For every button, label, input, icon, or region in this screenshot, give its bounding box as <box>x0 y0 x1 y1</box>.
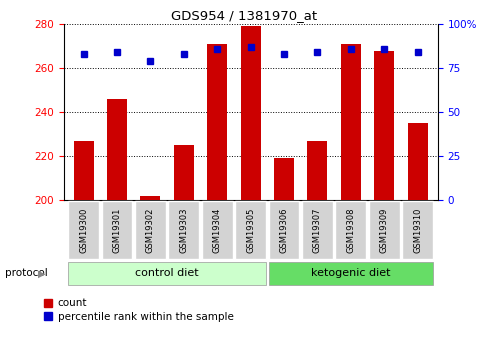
Bar <box>307 141 327 200</box>
FancyBboxPatch shape <box>135 201 165 259</box>
Bar <box>273 158 293 200</box>
Text: GSM19308: GSM19308 <box>346 208 355 253</box>
Text: protocol: protocol <box>5 268 47 278</box>
Text: GSM19303: GSM19303 <box>179 208 188 253</box>
Bar <box>140 196 160 200</box>
FancyBboxPatch shape <box>102 201 132 259</box>
Text: ketogenic diet: ketogenic diet <box>310 268 390 278</box>
Text: GSM19300: GSM19300 <box>79 208 88 253</box>
Text: GSM19305: GSM19305 <box>245 208 255 253</box>
Text: GSM19307: GSM19307 <box>312 208 321 253</box>
Bar <box>240 26 260 200</box>
FancyBboxPatch shape <box>202 201 232 259</box>
Bar <box>407 123 427 200</box>
Text: GSM19310: GSM19310 <box>412 208 421 253</box>
FancyBboxPatch shape <box>68 201 99 259</box>
FancyBboxPatch shape <box>368 201 399 259</box>
FancyBboxPatch shape <box>402 201 432 259</box>
FancyBboxPatch shape <box>235 201 265 259</box>
Text: GSM19302: GSM19302 <box>145 208 155 253</box>
Bar <box>340 44 360 200</box>
Text: GDS954 / 1381970_at: GDS954 / 1381970_at <box>171 9 317 22</box>
Text: GSM19301: GSM19301 <box>112 208 121 253</box>
FancyBboxPatch shape <box>268 262 432 285</box>
FancyBboxPatch shape <box>302 201 332 259</box>
Text: ▶: ▶ <box>38 268 45 278</box>
Bar <box>107 99 127 200</box>
Bar <box>373 51 393 200</box>
Bar <box>207 44 227 200</box>
Bar <box>73 141 93 200</box>
Legend: count, percentile rank within the sample: count, percentile rank within the sample <box>44 298 233 322</box>
FancyBboxPatch shape <box>168 201 199 259</box>
Text: GSM19306: GSM19306 <box>279 208 288 253</box>
FancyBboxPatch shape <box>68 262 265 285</box>
Text: GSM19304: GSM19304 <box>212 208 221 253</box>
Text: control diet: control diet <box>135 268 199 278</box>
FancyBboxPatch shape <box>268 201 299 259</box>
FancyBboxPatch shape <box>335 201 366 259</box>
Bar <box>173 145 193 200</box>
Text: GSM19309: GSM19309 <box>379 208 388 253</box>
